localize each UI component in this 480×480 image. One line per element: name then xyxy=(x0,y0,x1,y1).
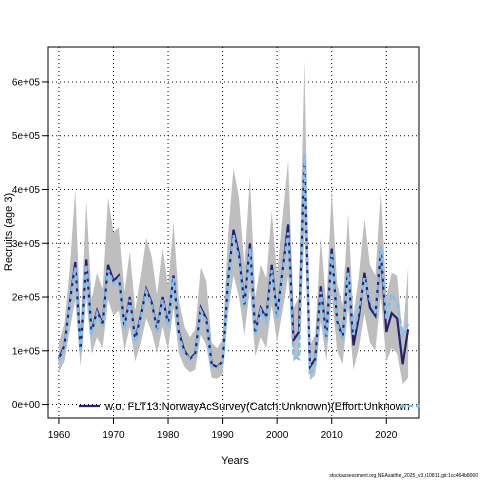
confidence-band xyxy=(58,60,409,385)
x-axis-title: Years xyxy=(221,455,249,467)
y-tick-label: 5e+05 xyxy=(12,131,41,142)
y-tick-label: 0e+00 xyxy=(12,400,41,411)
x-tick-label: 1960 xyxy=(48,430,71,441)
y-tick-label: 6e+05 xyxy=(12,77,41,88)
y-tick-label: 4e+05 xyxy=(12,185,41,196)
legend: w.o. FLT13:NorwayAcSurvey(Catch:Unknown)… xyxy=(79,401,420,413)
series-alt-line xyxy=(57,154,410,376)
axis-ticks: 1960 1970 1980 1990 2000 2010 2020 0e+00 1e+05 2e… xyxy=(12,77,398,441)
x-tick-label: 1980 xyxy=(157,430,180,441)
plot-frame xyxy=(47,46,420,419)
x-tick-label: 1970 xyxy=(102,430,125,441)
x-tick-label: 2000 xyxy=(266,430,289,441)
x-tick-label: 1990 xyxy=(211,430,234,441)
y-tick-label: 2e+05 xyxy=(12,293,41,304)
y-tick-label: 1e+05 xyxy=(12,346,41,357)
legend-label: w.o. FLT13:NorwayAcSurvey(Catch:Unknown)… xyxy=(104,401,410,413)
x-tick-label: 2010 xyxy=(321,430,344,441)
x-tick-label: 2020 xyxy=(375,430,398,441)
footer-credit: stockassessment.org,NEAsaithe_2025_v3,r1… xyxy=(329,473,478,479)
y-axis-title: Recruits (age 3) xyxy=(3,193,15,271)
y-tick-label: 3e+05 xyxy=(12,239,41,250)
